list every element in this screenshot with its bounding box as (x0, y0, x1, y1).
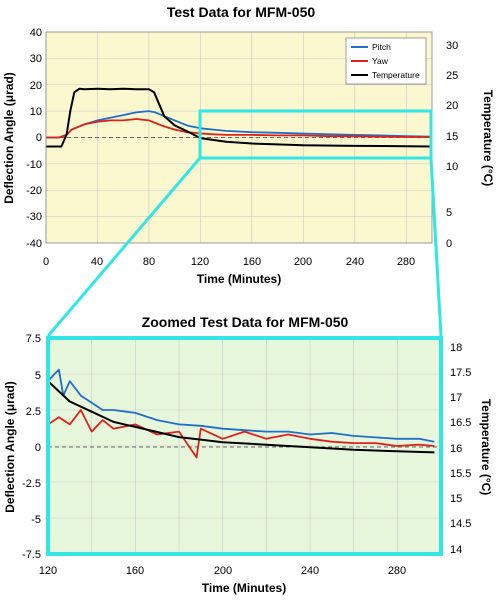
top-ytick-label: -10 (26, 159, 42, 171)
zoom-y2tick-label: 16.5 (450, 417, 471, 429)
zoom-ytick-label: 7.5 (26, 333, 41, 345)
legend: Pitch Yaw Temperature (345, 37, 427, 85)
top-ytick-label: -20 (26, 185, 42, 197)
zoom-ytick-label: -5 (31, 514, 41, 526)
zoom-xtick-label: 120 (39, 565, 57, 577)
top-series-temperature-line (46, 87, 433, 148)
zoom-ytick-label: 0 (35, 442, 41, 454)
zoom-ytick-label: -7.5 (22, 549, 41, 561)
zoom-connector-left (46, 157, 202, 337)
top-xtick-label: 80 (143, 256, 155, 268)
top-y2tick-label: 10 (446, 161, 458, 173)
top-chart: Test Data for MFM-050 40 30 20 10 0 -10 … (2, 4, 495, 286)
top-xtick-label: 40 (91, 256, 103, 268)
zoom-y2tick-label: 18 (450, 342, 462, 354)
zoom-y2tick-label: 16 (450, 443, 462, 455)
top-ytick-label: -30 (26, 211, 42, 223)
top-y2tick-label: 5 (446, 207, 452, 219)
legend-label-yaw: Yaw (372, 56, 389, 66)
zoom-ytick-label: 5 (35, 370, 41, 382)
top-y-axis-title: Deflection Angle (μrad) (2, 72, 16, 204)
top-xtick-label: 160 (243, 256, 261, 268)
top-xtick-label: 200 (294, 256, 312, 268)
legend-label-temperature: Temperature (372, 70, 420, 80)
top-y2tick-label: 30 (446, 40, 458, 52)
zoom-xtick-label: 200 (214, 565, 232, 577)
zoom-series-yaw-line (47, 409, 435, 459)
top-y2tick-label: 25 (446, 70, 458, 82)
top-xtick-label: 280 (397, 256, 415, 268)
zoom-xtick-label: 280 (388, 565, 406, 577)
legend-label-pitch: Pitch (372, 42, 391, 52)
zoom-connector-right (429, 157, 443, 337)
zoom-y-axis-title: Deflection Angle (μrad) (3, 381, 17, 513)
zoom-series-pitch-line (47, 368, 435, 443)
top-xtick-label: 240 (346, 256, 364, 268)
zoom-y2tick-label: 14 (450, 544, 462, 556)
zoom-y2tick-label: 17 (450, 392, 462, 404)
zoom-series-temperature-line (47, 380, 435, 454)
zoom-region-highlight (198, 109, 433, 160)
top-x-axis-title: Time (Minutes) (197, 272, 281, 286)
zoom-y2tick-label: 15 (450, 493, 462, 505)
top-ytick-label: 0 (36, 132, 42, 144)
zoom-y2-axis-title: Temperature (°C) (479, 399, 493, 496)
zoom-plot-frame (46, 336, 443, 556)
top-ytick-label: 10 (30, 106, 42, 118)
top-xtick-label: 120 (191, 256, 209, 268)
top-ytick-label: 20 (30, 80, 42, 92)
top-ytick-label: 40 (30, 27, 42, 39)
zoom-y2tick-label: 15.5 (450, 468, 471, 480)
zoom-x-axis-title: Time (Minutes) (202, 581, 286, 595)
top-series-group (46, 87, 433, 148)
zoom-xtick-label: 240 (301, 565, 319, 577)
top-ytick-label: 30 (30, 53, 42, 65)
top-y2tick-label: 15 (446, 131, 458, 143)
top-y2tick-label: 0 (446, 238, 452, 250)
zoom-chart-title: Zoomed Test Data for MFM-050 (142, 314, 349, 330)
zoom-ytick-label: -2.5 (22, 478, 41, 490)
top-xtick-label: 0 (43, 256, 49, 268)
top-y2tick-label: 20 (446, 100, 458, 112)
top-chart-title: Test Data for MFM-050 (167, 4, 316, 20)
zoom-xtick-label: 160 (126, 565, 144, 577)
zoom-y2tick-label: 14.5 (450, 518, 471, 530)
zoom-ytick-label: 2.5 (26, 406, 41, 418)
zoom-series-group (47, 368, 435, 459)
zoom-chart: Zoomed Test Data for MFM-050 7.5 5 2.5 0… (3, 314, 493, 595)
top-series-yaw-line (46, 118, 432, 139)
top-ytick-label: -40 (26, 238, 42, 250)
zoom-y2tick-label: 17.5 (450, 367, 471, 379)
top-y2-axis-title: Temperature (°C) (481, 90, 495, 187)
